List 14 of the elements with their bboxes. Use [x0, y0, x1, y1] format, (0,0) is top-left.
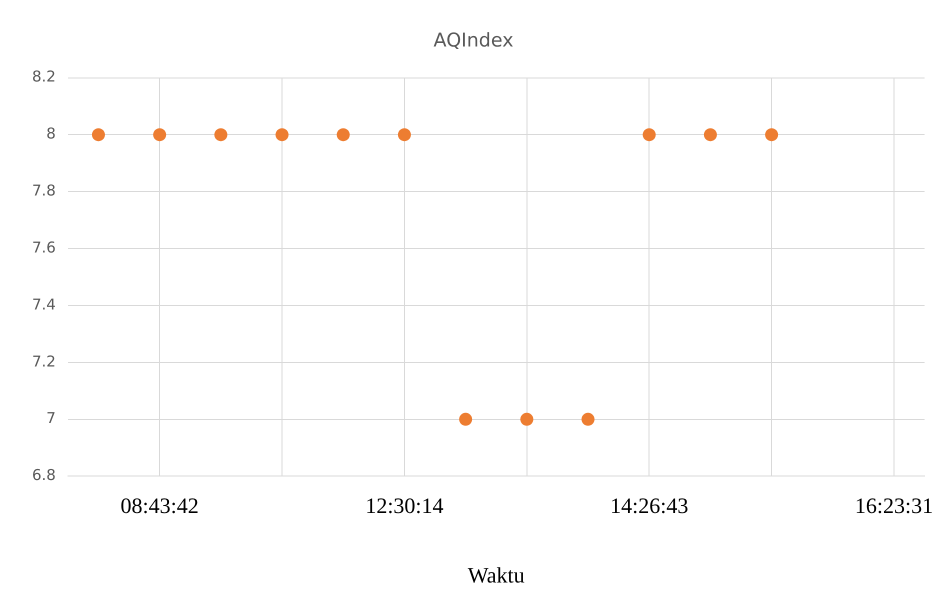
x-tick-label: 08:43:42 — [120, 493, 199, 518]
y-tick-label: 8.2 — [32, 68, 56, 86]
y-tick-label: 7.2 — [32, 352, 56, 370]
y-tick-label: 7 — [46, 409, 56, 428]
x-axis-title: Waktu — [468, 562, 525, 588]
x-tick-label: 16:23:31 — [854, 493, 934, 518]
y-tick-label: 7.6 — [32, 238, 56, 256]
y-tick-label: 6.8 — [32, 466, 56, 484]
x-tick-label: 14:26:43 — [610, 493, 688, 518]
y-tick-label: 8 — [46, 124, 56, 143]
y-tick-label: 7.4 — [32, 295, 56, 314]
x-tick-label: 12:30:14 — [365, 493, 444, 518]
y-tick-label: 7.8 — [32, 182, 56, 200]
chart-title: AQIndex — [434, 29, 514, 52]
